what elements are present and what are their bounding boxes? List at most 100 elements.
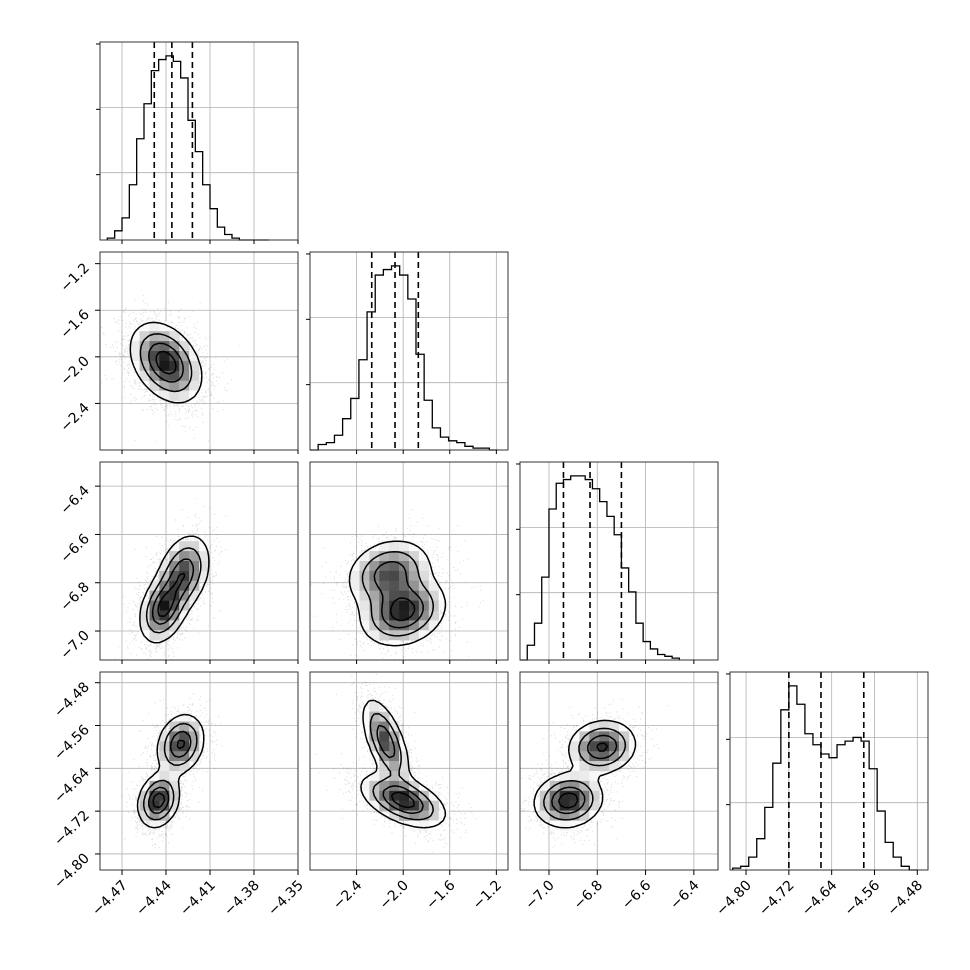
- density-bin: [169, 390, 180, 401]
- density-bin: [149, 321, 160, 332]
- density-bin: [189, 741, 200, 752]
- density-bin: [189, 590, 200, 601]
- density-bin: [159, 321, 170, 332]
- density-bin: [409, 810, 420, 821]
- density-bin: [409, 541, 420, 552]
- density-bin: [418, 810, 430, 821]
- density-bin: [169, 360, 180, 372]
- density-bin: [569, 790, 580, 801]
- contour-line: [361, 550, 435, 637]
- contour-line: [155, 350, 177, 375]
- density-bin: [569, 810, 580, 821]
- density-bin: [399, 580, 410, 591]
- density-bin: [589, 800, 600, 811]
- density-bin: [539, 780, 550, 792]
- density-bin: [369, 590, 380, 601]
- density-bin: [409, 780, 420, 792]
- y-tick-label: −2.0: [57, 353, 92, 388]
- density-bin: [379, 620, 390, 631]
- density-bin: [169, 561, 180, 572]
- density-bin: [579, 761, 590, 772]
- density-bin: [169, 761, 180, 772]
- density-bin: [399, 810, 410, 821]
- hist-panel-4: [726, 671, 929, 871]
- density-bin: [428, 800, 439, 811]
- density-bin: [159, 790, 170, 801]
- contour-line: [139, 535, 210, 644]
- density-bin: [418, 610, 430, 621]
- density-bin: [589, 731, 600, 742]
- density-bin: [369, 721, 380, 732]
- density-bin: [159, 731, 170, 742]
- density-bin: [189, 370, 200, 381]
- density-bin: [159, 370, 170, 381]
- scatter-panel-4-3: [519, 671, 719, 871]
- panel-frame: [520, 462, 718, 660]
- density-bin: [139, 600, 150, 611]
- density-bin: [399, 741, 410, 752]
- density-bin: [359, 561, 370, 572]
- density-bin: [379, 780, 390, 792]
- density-bin: [399, 771, 410, 782]
- density-bin: [379, 800, 390, 811]
- density-bin: [428, 790, 439, 801]
- density-bin: [169, 380, 180, 391]
- hist-panel-2: [306, 251, 509, 451]
- contour-line: [360, 699, 447, 829]
- density-bin: [559, 820, 570, 831]
- density-bin: [149, 820, 160, 831]
- panel-border: [519, 461, 719, 661]
- contour-line: [142, 722, 198, 821]
- x-tick-label: −4.72: [756, 878, 798, 920]
- panel-frame: [100, 42, 298, 240]
- density-bin: [359, 711, 370, 722]
- density-bin: [369, 630, 380, 641]
- panel-border: [729, 671, 929, 871]
- x-tick-label: −2.0: [377, 878, 412, 913]
- density-bin: [159, 630, 170, 641]
- density-bin: [549, 800, 560, 811]
- contour-line: [373, 560, 424, 629]
- contour-line: [151, 558, 195, 626]
- y-tick-label: −4.72: [51, 808, 93, 850]
- density-bin: [369, 561, 380, 572]
- density-bin: [139, 360, 150, 372]
- density-bin: [369, 771, 380, 782]
- density-bin: [389, 590, 400, 601]
- x-tick-label: −1.6: [423, 877, 458, 912]
- density-bin: [399, 570, 410, 582]
- histogram-step: [106, 55, 269, 241]
- density-bin: [199, 551, 210, 562]
- density-bin: [179, 741, 190, 752]
- density-bin: [149, 341, 160, 352]
- density-bin: [399, 761, 410, 772]
- contour-line: [557, 742, 609, 809]
- density-bin: [129, 360, 140, 372]
- density-bin: [169, 780, 180, 792]
- density-bin: [379, 610, 390, 621]
- density-bin: [599, 751, 610, 762]
- density-bin: [599, 731, 610, 742]
- hist-panel-1: [96, 41, 299, 241]
- density-bin: [559, 800, 570, 811]
- contour-line: [389, 597, 416, 622]
- density-bin: [418, 561, 430, 572]
- density-bin: [409, 561, 420, 572]
- density-bin: [139, 370, 150, 381]
- density-bin: [139, 341, 150, 352]
- density-bin: [579, 741, 590, 752]
- density-bin: [169, 570, 180, 582]
- density-bin: [379, 600, 390, 611]
- density-bin: [389, 790, 400, 801]
- density-bin: [159, 570, 170, 582]
- density-bin: [399, 751, 410, 762]
- density-bin: [179, 551, 190, 562]
- density-bin: [359, 790, 370, 801]
- contour-line: [129, 321, 203, 404]
- density-bin: [579, 771, 590, 782]
- density-bin: [438, 810, 449, 821]
- density-bin: [369, 600, 380, 611]
- density-bin: [149, 810, 160, 821]
- density-bin: [399, 620, 410, 631]
- density-bin: [189, 551, 200, 562]
